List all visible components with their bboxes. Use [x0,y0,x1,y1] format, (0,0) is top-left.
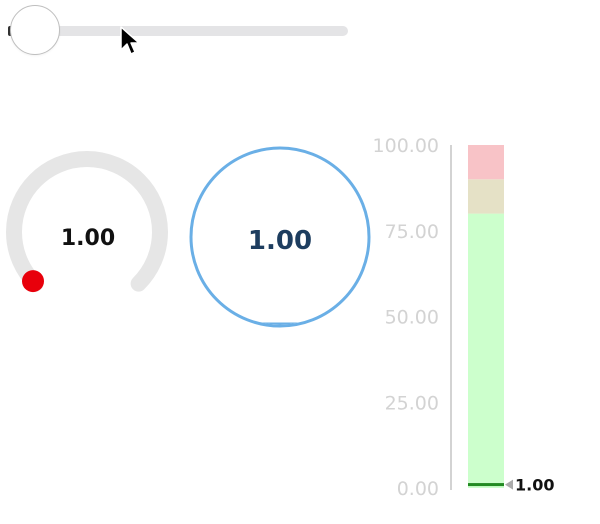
linear-gauge-value-bar [468,483,504,487]
knob-handle[interactable] [22,270,45,293]
round-gauge-ring [189,146,371,328]
round-gauge [189,146,371,328]
slider-thumb[interactable] [10,5,60,55]
round-gauge-fill [192,322,368,325]
knob-value-label: 1.00 [60,226,116,251]
knob-gauge[interactable] [0,145,180,325]
linear-gauge-range-band [468,179,504,214]
round-gauge-value-label: 1.00 [247,226,313,256]
value-slider[interactable] [8,5,350,57]
linear-gauge-tick-label: 0.00 [397,478,439,500]
linear-gauge-tick-label: 100.00 [373,135,439,157]
linear-gauge-pointer [505,479,513,490]
mouse-pointer-icon [120,26,140,55]
linear-gauge-tick-label: 75.00 [385,221,439,243]
linear-gauge-tick-label: 25.00 [385,392,439,414]
knob-track [6,151,168,292]
linear-gauge-tick-label: 50.00 [385,307,439,329]
linear-gauge-value-label: 1.00 [515,476,554,495]
linear-gauge-range-band [468,145,504,180]
slider-track[interactable] [8,26,348,36]
linear-gauge: 0.00 25.00 50.00 75.00 100.00 1.00 [373,135,555,500]
linear-gauge-range-band [468,213,504,488]
